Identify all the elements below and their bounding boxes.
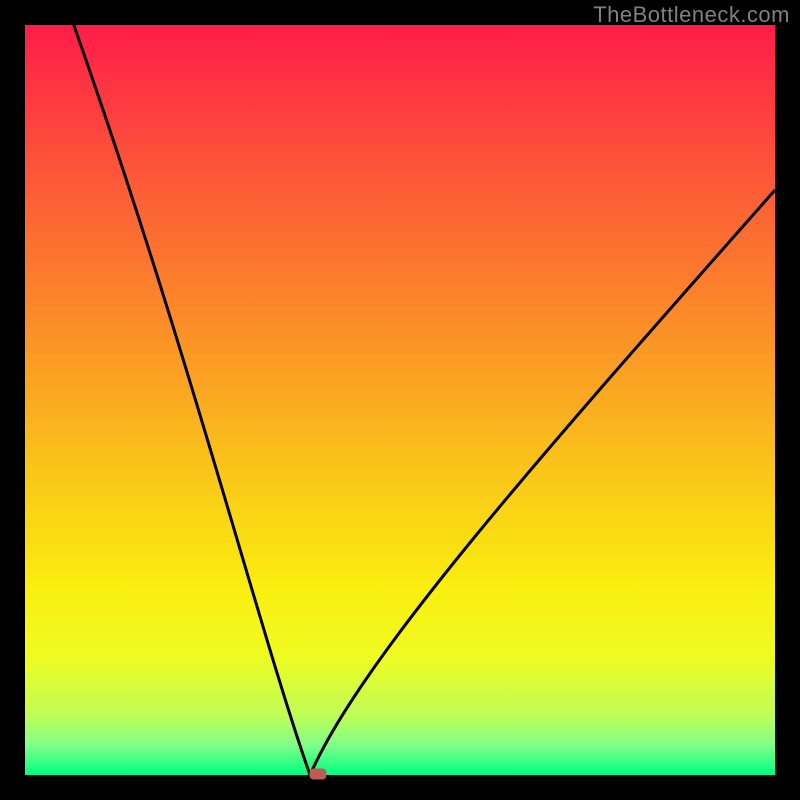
plot-area	[25, 25, 775, 775]
outer-frame: TheBottleneck.com	[0, 0, 800, 800]
curve-path	[74, 25, 775, 775]
bottleneck-curve	[25, 25, 775, 775]
minimum-marker	[309, 768, 326, 779]
watermark-text: TheBottleneck.com	[593, 2, 790, 28]
